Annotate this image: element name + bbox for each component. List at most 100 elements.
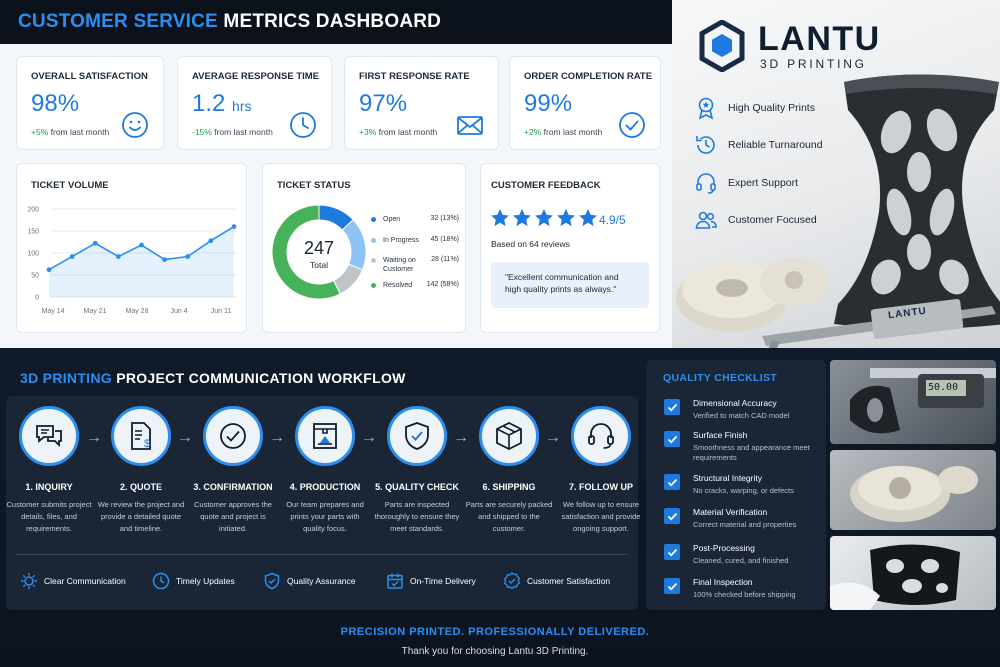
- users-icon: [695, 211, 717, 229]
- kpi-card-response-time: AVERAGE RESPONSE TIME 1.2 hrs -15% from …: [177, 56, 332, 150]
- chat-icon: [36, 425, 62, 448]
- donut-slice-resolved: [271, 204, 341, 300]
- ticket-volume-chart: 0 50 100 150 200 May 14 May 21 May 28 Jun 4 Jun 1…: [27, 207, 237, 315]
- step-name: 6. SHIPPING: [482, 482, 536, 492]
- workflow-title: 3D PRINTING PROJECT COMMUNICATION WORKFL…: [20, 370, 406, 386]
- ticket-status-card: TICKET STATUS 247 Total Open 32 (13%) In …: [262, 163, 466, 333]
- y-tick-label: 50: [31, 273, 39, 280]
- kpi-change: +3% from last month: [359, 127, 438, 137]
- kpi-title: OVERALL SATISFACTION: [31, 71, 148, 82]
- y-tick-label: 100: [27, 251, 39, 258]
- brand-name: LANTU: [758, 20, 881, 58]
- volume-point: [231, 224, 237, 229]
- kpi-title: ORDER COMPLETION RATE: [524, 71, 653, 82]
- step-desc: We follow up to ensure satisfaction and …: [561, 500, 641, 533]
- clock-icon: [290, 112, 316, 138]
- workflow-step-inquiry: 1. INQUIRY Customer submits project deta…: [3, 406, 95, 535]
- legend-resolved: Resolved 142 (58%): [371, 281, 459, 290]
- quote-document-icon: $: [131, 422, 151, 450]
- y-tick-label: 150: [27, 229, 39, 236]
- donut-total: 247: [303, 238, 335, 258]
- step-desc: Customer approves the quote and project …: [194, 500, 272, 533]
- white-printed-parts-image: [676, 258, 828, 332]
- pillar-on-time-delivery: On-Time Delivery: [386, 572, 476, 590]
- checkbox-checked-icon: [664, 578, 680, 594]
- legend-dot: [371, 217, 376, 222]
- checkbox-checked-icon: [664, 431, 680, 447]
- workflow-divider: [16, 554, 628, 555]
- caliper-photo-art: [850, 368, 996, 434]
- kpi-card-first-response: FIRST RESPONSE RATE 97% +3% from last mo…: [344, 56, 499, 150]
- volume-point: [92, 240, 98, 246]
- arrow-icon: →: [86, 429, 102, 446]
- shield-check-icon: [405, 422, 429, 450]
- checkbox-checked-icon: [664, 399, 680, 415]
- checklist-item: Dimensional Accuracy Verified to match CA…: [664, 398, 813, 421]
- pillar-clear-communication: Clear Communication: [20, 572, 126, 590]
- checklist-item: Structural Integrity No cracks, warping, …: [664, 473, 813, 496]
- star-icon: [579, 209, 597, 227]
- kpi-title: FIRST RESPONSE RATE: [359, 71, 470, 82]
- step-name: 2. QUOTE: [119, 482, 162, 492]
- y-tick-label: 0: [35, 295, 39, 302]
- quality-checklist-title: QUALITY CHECKLIST: [663, 372, 777, 384]
- clock-icon: [152, 572, 170, 590]
- x-tick-label: Jun 11: [211, 308, 232, 315]
- x-tick-label: May 14: [42, 308, 65, 315]
- step-desc: Parts are inspected thoroughly to ensure…: [374, 500, 460, 533]
- legend-dot: [371, 258, 376, 263]
- checklist-item: Post-Processing Cleaned, cured, and finis…: [664, 543, 813, 566]
- workflow-step-production: 4. PRODUCTION Our team prepares and prin…: [279, 406, 371, 535]
- kpi-change: -15% from last month: [192, 127, 273, 137]
- kpi-change: +5% from last month: [31, 127, 110, 137]
- dashboard-header: CUSTOMER SERVICE METRICS DASHBOARD: [0, 0, 672, 44]
- workflow-step-quote: $ 2. QUOTE We review the project and pro…: [95, 406, 187, 535]
- donut-total-label: Total: [310, 260, 328, 270]
- kpi-value: 97%: [359, 90, 408, 117]
- kpi-title: AVERAGE RESPONSE TIME: [192, 71, 320, 82]
- legend-open: Open 32 (13%): [371, 215, 459, 224]
- workflow-step-follow-up: 7. FOLLOW UP We follow up to ensure sati…: [555, 406, 647, 535]
- pillar-quality-assurance: Quality Assurance: [263, 572, 356, 590]
- volume-point: [69, 254, 75, 259]
- footer-thanks: Thank you for choosing Lantu 3D Printing…: [401, 646, 589, 657]
- workflow-panel: 1. INQUIRY Customer submits project deta…: [3, 396, 640, 610]
- review-count: Based on 64 reviews: [491, 239, 570, 249]
- clock-arrow-icon: [696, 136, 715, 154]
- checklist-item: Final Inspection 100% checked before ship…: [664, 577, 813, 600]
- volume-point: [162, 257, 168, 262]
- ticket-volume-card: TICKET VOLUME 0 50 100 150 200 May 14 May 21 Ma…: [16, 163, 247, 333]
- step-circle: [387, 406, 447, 466]
- step-name: 3. CONFIRMATION: [193, 482, 273, 492]
- check-circle-icon: [220, 423, 246, 449]
- white-part-photo: [830, 450, 996, 530]
- rating-value: 4.9/5: [599, 213, 626, 227]
- kpi-card-satisfaction: OVERALL SATISFACTION 98% +5% from last m…: [16, 56, 164, 150]
- workflow-step-confirmation: 3. CONFIRMATION Customer approves the qu…: [187, 406, 279, 535]
- quality-checklist-panel: QUALITY CHECKLIST Dimensional Accuracy Ve…: [646, 360, 826, 610]
- workflow-step-quality-check: 5. QUALITY CHECK Parts are inspected tho…: [371, 406, 463, 535]
- arrow-icon: →: [361, 429, 377, 446]
- step-circle: [571, 406, 631, 466]
- step-circle: [479, 406, 539, 466]
- star-icon: [513, 209, 531, 227]
- lantu-logo-icon: [699, 20, 745, 72]
- kpi-value: 1.2 hrs: [192, 90, 252, 117]
- star-rating: [490, 208, 598, 228]
- caliper-readout: 50.00: [928, 382, 959, 393]
- kpi-change: +2% from last month: [524, 127, 603, 137]
- ticket-status-donut: [271, 204, 367, 300]
- arrow-icon: →: [269, 429, 285, 446]
- box-icon: [496, 421, 522, 451]
- step-desc: Our team prepares and prints your parts …: [286, 500, 364, 533]
- checkbox-checked-icon: [664, 474, 680, 490]
- step-desc: Parts are securely packed and shipped to…: [465, 500, 553, 533]
- arrow-icon: →: [545, 429, 561, 446]
- feature-high-quality: High Quality Prints: [694, 96, 815, 120]
- svg-text:$: $: [144, 438, 150, 450]
- check-circle-icon: [619, 112, 645, 138]
- step-name: 4. PRODUCTION: [289, 482, 361, 492]
- arrow-icon: →: [453, 429, 469, 446]
- y-tick-label: 200: [27, 207, 39, 214]
- step-desc: Customer submits project details, files,…: [6, 500, 92, 533]
